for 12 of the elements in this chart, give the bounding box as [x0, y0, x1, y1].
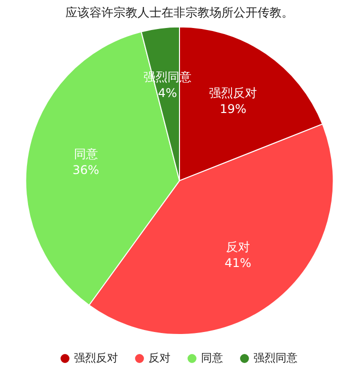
data-label: 36% [72, 162, 100, 177]
data-label: 19% [220, 102, 246, 116]
legend-label: 强烈反对 [74, 351, 118, 364]
legend-label: 强烈同意 [254, 351, 298, 364]
data-label: 41% [224, 256, 252, 270]
data-label: 4% [158, 86, 178, 100]
slice-label: 同意 [74, 146, 98, 161]
slice-label: 强烈反对 [209, 86, 258, 100]
slice-label: 反对 [226, 240, 250, 254]
chart-title: 应该容许宗教人士在非宗教场所公开传教。 [66, 5, 294, 20]
legend-label: 反对 [148, 351, 170, 364]
legend-label: 同意 [201, 351, 223, 364]
